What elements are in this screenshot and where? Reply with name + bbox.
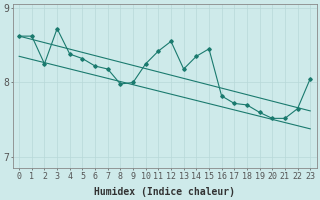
X-axis label: Humidex (Indice chaleur): Humidex (Indice chaleur) bbox=[94, 186, 235, 197]
